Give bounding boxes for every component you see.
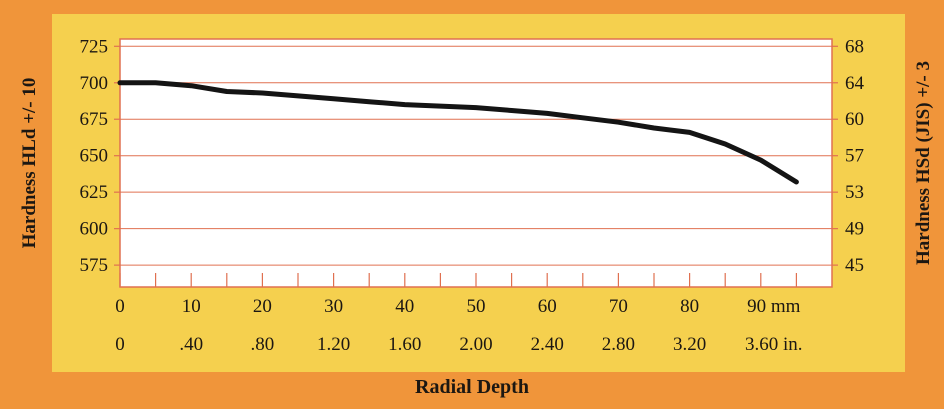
x-tick-marks <box>119 273 798 287</box>
right-tick-labels: 68 64 60 57 53 49 45 <box>845 36 865 276</box>
x-tick-label-in: .40 <box>179 334 203 355</box>
left-tick-labels: 725 700 675 650 625 600 575 <box>80 36 109 276</box>
x-tick-label-in: 1.60 <box>388 334 421 355</box>
x-tick-label-mm: 0 <box>115 296 125 317</box>
left-tick-label: 600 <box>80 219 109 240</box>
y-axis-left-label: Hardness HLd +/- 10 <box>19 77 40 249</box>
left-tick-label: 625 <box>80 182 109 203</box>
x-tick-label-mm: 20 <box>253 296 272 317</box>
right-tick-label: 68 <box>845 36 864 57</box>
x-tick-label-in: 1.20 <box>317 334 350 355</box>
x-tick-label-in: .80 <box>251 334 275 355</box>
x-tick-label-mm: 60 <box>538 296 557 317</box>
gridlines <box>114 45 838 266</box>
x-tick-label-mm: 10 <box>182 296 201 317</box>
right-tick-label: 57 <box>845 146 864 167</box>
x-tick-label-in: 3.20 <box>673 334 706 355</box>
series-lines <box>117 80 799 185</box>
x-tick-label-in: 2.80 <box>602 334 635 355</box>
x-tick-label-in: 2.40 <box>531 334 564 355</box>
right-tick-label: 49 <box>845 219 864 240</box>
right-tick-label: 45 <box>845 255 864 276</box>
left-tick-label: 575 <box>80 255 109 276</box>
left-tick-label: 700 <box>80 73 109 94</box>
right-tick-label: 60 <box>845 109 864 130</box>
y-axis-right-label: Hardness HSd (JIS) +/- 3 <box>913 60 934 266</box>
x-tick-label-in: 3.60 in. <box>745 334 803 355</box>
x-tick-label-mm: 30 <box>324 296 343 317</box>
left-tick-label: 675 <box>80 109 109 130</box>
left-tick-label: 725 <box>80 36 109 57</box>
x-tick-label-mm: 40 <box>395 296 414 317</box>
series-line <box>117 80 799 185</box>
x-tick-label-in: 2.00 <box>459 334 492 355</box>
left-tick-label: 650 <box>80 146 109 167</box>
x-tick-label-mm: 70 <box>609 296 628 317</box>
right-tick-label: 53 <box>845 182 864 203</box>
x-tick-label-mm: 90 mm <box>747 296 801 317</box>
right-tick-label: 64 <box>845 73 865 94</box>
x-tick-label-mm: 50 <box>467 296 486 317</box>
plot-border <box>119 38 833 288</box>
x-axis-title: Radial Depth <box>415 376 529 398</box>
plot-area <box>120 39 832 287</box>
x-tick-labels: 0 0 10 .40 20 .80 30 1.20 40 1.60 50 2.00 60 2.40 70 2.… <box>115 296 802 355</box>
x-tick-label-in: 0 <box>115 334 125 355</box>
x-tick-label-mm: 80 <box>680 296 699 317</box>
